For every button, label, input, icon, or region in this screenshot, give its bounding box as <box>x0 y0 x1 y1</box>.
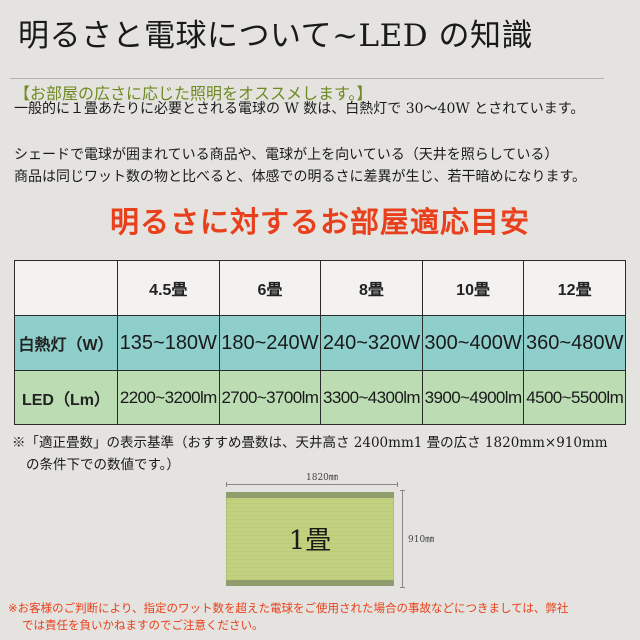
table-cell: 180~240W <box>218 315 322 371</box>
table-row-led: LED（Lm） 2200~3200lm 2700~3700lm 3300~430… <box>14 370 626 425</box>
table-cell: 3300~4300lm <box>320 370 423 425</box>
tatami-label: 1畳 <box>288 526 332 556</box>
standard-note: ※「適正畳数」の表示基準（おすすめ畳数は、天井高さ 2400mm1 畳の広さ 1… <box>12 432 632 476</box>
table-cell: 3900~4900lm <box>421 370 525 425</box>
height-dimension-label: 910㎜ <box>408 535 435 545</box>
row-label: LED（Lm） <box>14 370 118 425</box>
disclaimer: ※お客様のご判断により、指定のワット数を超えた電球をご使用された場合の事故などに… <box>8 600 634 634</box>
standard-note-line-1: ※「適正畳数」の表示基準（おすすめ畳数は、天井高さ 2400mm1 畳の広さ 1… <box>12 435 608 451</box>
brightness-guide-table: 4.5畳 6畳 8畳 10畳 12畳 白熱灯（W） 135~180W 180~2… <box>14 260 626 425</box>
column-header: 6畳 <box>218 260 322 316</box>
height-dimension-line <box>400 490 405 588</box>
row-label: 白熱灯（W） <box>14 315 118 371</box>
tatami-border-bottom <box>226 580 394 586</box>
section-title: 明るさに対するお部屋適応目安 <box>109 205 530 239</box>
column-header: 8畳 <box>320 260 423 316</box>
tatami-mat-illustration: 1畳 <box>226 492 394 586</box>
width-dimension-label: 1820㎜ <box>306 473 338 483</box>
table-header-row: 4.5畳 6畳 8畳 10畳 12畳 <box>14 260 626 316</box>
intro-paragraph: 一般的に１畳あたりに必要とされる電球の W 数は、白熱灯で 30～40W とされ… <box>14 101 585 117</box>
standard-note-line-2: の条件下での数値です。） <box>26 457 180 473</box>
table-cell: 135~180W <box>117 315 220 371</box>
title-divider <box>10 78 604 79</box>
recommendation-subheading: 【お部屋の広さに応じた照明をオススメします。】 <box>14 84 373 103</box>
column-header: 4.5畳 <box>117 260 220 316</box>
table-cell: 300~400W <box>421 315 525 371</box>
tatami-border-top <box>226 492 394 498</box>
disclaimer-line-2: では責任を負いかねますのでご注意ください。 <box>22 618 264 632</box>
table-row-incandescent: 白熱灯（W） 135~180W 180~240W 240~320W 300~40… <box>14 315 626 371</box>
column-header: 12畳 <box>523 260 626 316</box>
table-corner-cell <box>14 260 118 316</box>
tatami-diagram: 1820㎜ 1畳 910㎜ <box>226 470 466 610</box>
table-cell: 360~480W <box>523 315 626 371</box>
table-cell: 4500~5500lm <box>523 370 626 425</box>
table-cell: 2700~3700lm <box>218 370 322 425</box>
shade-note-line-2: 商品は同じワット数の物と比べると、体感での明るさに差異が生じ、若干暗めになります… <box>14 169 587 185</box>
width-dimension-line <box>226 482 398 487</box>
column-header: 10畳 <box>421 260 525 316</box>
shade-note-line-1: シェードで電球が囲まれている商品や、電球が上を向いている（天井を照らしている） <box>14 147 559 163</box>
disclaimer-line-1: ※お客様のご判断により、指定のワット数を超えた電球をご使用された場合の事故などに… <box>8 601 569 615</box>
page-title: 明るさと電球について~LED の知識 <box>18 18 533 54</box>
table-cell: 2200~3200lm <box>117 370 220 425</box>
table-cell: 240~320W <box>320 315 423 371</box>
